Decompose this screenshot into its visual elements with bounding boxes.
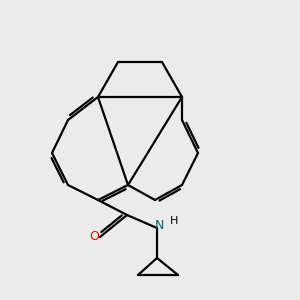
Text: H: H <box>170 215 178 226</box>
Text: O: O <box>90 230 100 244</box>
Text: N: N <box>155 219 164 232</box>
